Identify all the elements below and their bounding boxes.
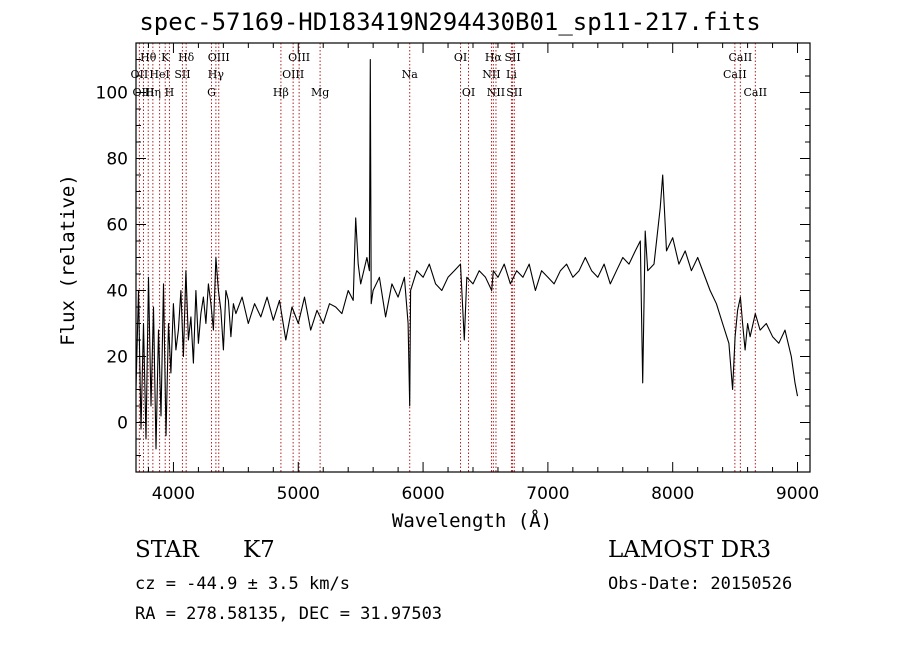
y-tick-label: 20 (106, 348, 128, 368)
x-tick-label: 5000 (277, 484, 320, 504)
y-tick-label: 40 (106, 282, 128, 302)
x-axis-label: Wavelength (Å) (391, 510, 553, 532)
y-tick-label: 60 (106, 216, 128, 236)
y-tick-label: 80 (106, 150, 128, 170)
line-marker-label: Hβ (273, 86, 289, 99)
line-marker-label: Hγ (208, 68, 225, 81)
line-marker-label: Na (402, 68, 419, 81)
object-class: STAR (135, 537, 199, 563)
line-marker-label: SII (174, 68, 190, 81)
y-axis-label: Flux (relative) (57, 174, 79, 346)
line-marker-label: K (161, 51, 170, 64)
line-marker-label: HeI (149, 68, 169, 81)
line-marker-label: CaII (743, 86, 767, 99)
line-marker-label: OIII (288, 51, 310, 64)
x-tick-label: 9000 (776, 484, 819, 504)
line-marker-label: Mg (311, 86, 329, 99)
line-marker-label: NII (487, 86, 505, 99)
line-marker-label: Hθ (140, 51, 157, 64)
line-marker-label: NII (482, 68, 500, 81)
y-tick-label: 100 (96, 84, 128, 104)
line-marker-label: Hη (145, 86, 161, 99)
line-marker-label: OI (454, 51, 467, 64)
line-marker-label: Li (506, 68, 517, 81)
chart-title: spec-57169-HD183419N294430B01_sp11-217.f… (139, 8, 761, 36)
x-tick-label: 6000 (401, 484, 444, 504)
line-marker-label: OI (462, 86, 475, 99)
survey-name: LAMOST DR3 (608, 537, 772, 563)
spectrum-line (135, 58, 799, 450)
plot-frame (135, 42, 811, 473)
line-marker-label: OII (131, 68, 149, 81)
line-marker-label: OIII (282, 68, 304, 81)
redshift-cz: cz = -44.9 ± 3.5 km/s (135, 574, 350, 594)
obs-date: Obs-Date: 20150526 (608, 574, 793, 594)
line-marker-label: SII (506, 86, 522, 99)
line-marker-label: CaII (729, 51, 753, 64)
line-marker-label: H (165, 86, 175, 99)
line-marker-label: OIII (208, 51, 230, 64)
y-tick-label: 0 (117, 414, 128, 434)
object-subclass: K7 (243, 537, 275, 563)
line-marker-label: Hα (485, 51, 503, 64)
x-tick-label: 8000 (651, 484, 694, 504)
line-marker-label: CaII (723, 68, 747, 81)
line-marker-label: Hδ (178, 51, 195, 64)
line-marker-label: G (207, 86, 216, 99)
ra-dec: RA = 278.58135, DEC = 31.97503 (135, 604, 443, 624)
line-marker-label: OIII (132, 86, 154, 99)
line-marker-label: SII (504, 51, 520, 64)
x-tick-label: 7000 (526, 484, 569, 504)
x-tick-label: 4000 (152, 484, 195, 504)
